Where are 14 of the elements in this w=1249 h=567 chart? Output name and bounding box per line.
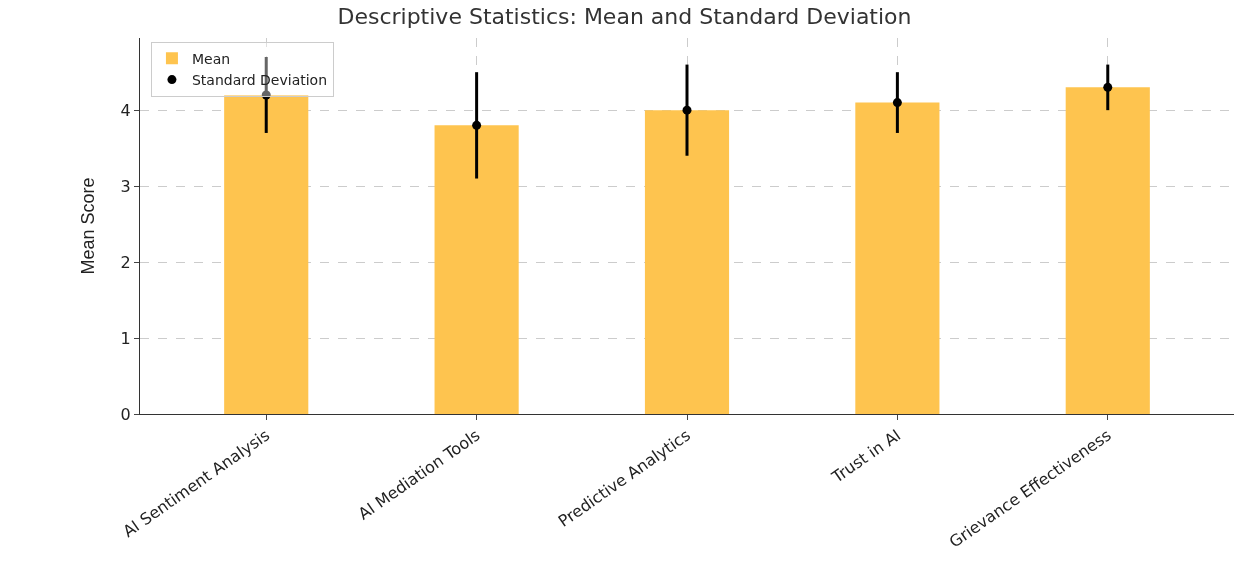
y-tick-label: 1	[120, 328, 131, 348]
legend-label: Mean	[191, 50, 231, 67]
point	[472, 120, 482, 130]
x-tick-label: Trust in AI	[827, 425, 905, 488]
y-tick-label: 0	[120, 404, 131, 424]
point	[1103, 82, 1113, 92]
point	[682, 105, 692, 115]
y-tick-label: 4	[120, 100, 131, 120]
y-tick-label: 2	[120, 252, 131, 272]
point	[261, 90, 271, 100]
y-tick-label: 3	[120, 176, 131, 196]
chart-title: Descriptive Statistics: Mean and Standard Deviation	[337, 3, 912, 29]
point	[892, 98, 902, 108]
y-axis-title: Mean Score	[78, 177, 98, 275]
